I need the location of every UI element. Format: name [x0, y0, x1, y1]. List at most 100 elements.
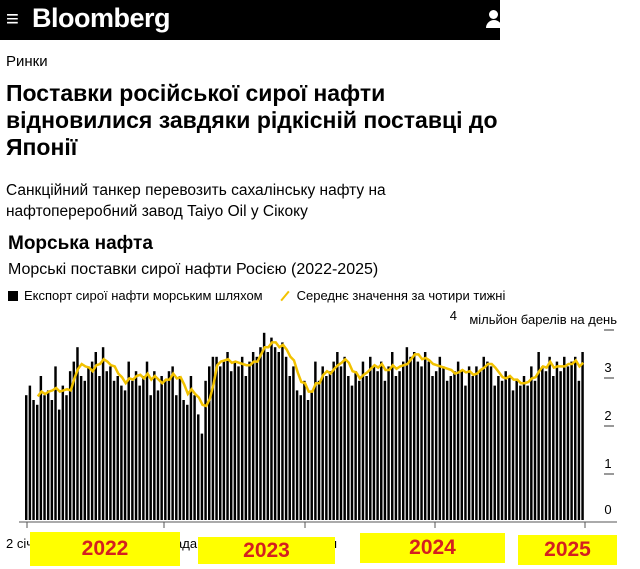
bar	[548, 356, 551, 520]
bar	[284, 356, 288, 520]
bar	[167, 371, 171, 520]
bar	[186, 404, 189, 520]
bar	[178, 376, 182, 520]
bar	[482, 356, 485, 520]
section-label[interactable]: Ринки	[6, 53, 48, 70]
bar	[456, 361, 460, 520]
bar	[347, 376, 350, 520]
bar	[112, 380, 116, 520]
bar	[453, 371, 456, 520]
bar	[72, 361, 76, 520]
bar	[339, 366, 343, 520]
bar	[131, 380, 134, 520]
bar	[25, 395, 28, 520]
bar	[46, 390, 50, 520]
bar	[259, 347, 262, 520]
bar	[387, 366, 390, 520]
y-tick-label: 3	[604, 360, 611, 375]
bloomberg-logo[interactable]: Bloomberg	[32, 3, 171, 33]
headline: Поставки російської сирої нафти відновил…	[6, 80, 498, 160]
bar	[336, 352, 339, 520]
bar	[28, 385, 32, 520]
bar	[544, 371, 548, 520]
bar	[383, 380, 387, 520]
bar	[189, 376, 193, 520]
bar	[244, 376, 248, 520]
legend-bars: Експорт сирої нафти морським шляхом	[24, 288, 263, 303]
bar	[164, 380, 167, 520]
bar	[398, 371, 401, 520]
bar	[156, 390, 160, 520]
bar	[552, 376, 555, 520]
bar	[295, 390, 299, 520]
bar	[314, 361, 317, 520]
bar	[251, 352, 255, 520]
bar	[116, 376, 119, 520]
bar	[416, 361, 420, 520]
year-label-2024: 2024	[360, 533, 505, 563]
bar	[522, 376, 526, 520]
chart-legend: Експорт сирої нафти морським шляхом Сере…	[8, 288, 505, 303]
x-tick-label: 2 січ	[6, 536, 33, 551]
bar	[94, 352, 98, 520]
bar	[508, 376, 511, 520]
bar	[460, 371, 464, 520]
bar	[537, 352, 540, 520]
bar	[317, 380, 321, 520]
bar	[526, 385, 529, 520]
bar	[412, 352, 416, 520]
bar	[369, 356, 372, 520]
top-bar: ≡ Bloomberg	[0, 0, 500, 40]
bar	[292, 366, 295, 520]
bar	[215, 356, 218, 520]
bar	[182, 400, 185, 520]
bar	[563, 356, 566, 520]
bar	[68, 371, 72, 520]
bar	[142, 376, 145, 520]
bar	[380, 361, 383, 520]
bar	[43, 395, 46, 520]
y-axis-label: мільйон барелів на день	[469, 312, 617, 327]
user-icon[interactable]	[486, 6, 500, 34]
bar	[427, 361, 431, 520]
bar	[237, 366, 240, 520]
year-label-2025: 2025	[518, 535, 617, 565]
year-label-2023: 2023	[198, 537, 335, 564]
bar	[442, 366, 445, 520]
bar	[233, 361, 237, 520]
y-tick-label: 4	[450, 308, 457, 323]
bar	[109, 366, 112, 520]
bar	[328, 371, 332, 520]
bar	[577, 380, 581, 520]
bar	[581, 352, 584, 520]
bar	[57, 409, 61, 520]
bar	[54, 366, 57, 520]
bar	[350, 385, 354, 520]
bar	[138, 385, 141, 520]
hamburger-icon[interactable]: ≡	[6, 6, 19, 31]
bar	[303, 380, 306, 520]
bar	[153, 371, 156, 520]
bar	[281, 342, 284, 520]
bar	[325, 376, 328, 520]
bar	[229, 371, 233, 520]
bar	[405, 347, 409, 520]
bar	[423, 352, 427, 520]
y-tick-label: 0	[604, 502, 611, 517]
x-tick-label: ада	[175, 536, 198, 551]
bar	[306, 400, 310, 520]
bar	[270, 337, 273, 520]
bar	[134, 371, 138, 520]
bar	[98, 376, 101, 520]
y-tick-label: 1	[604, 456, 611, 471]
bar	[497, 376, 500, 520]
bar	[566, 366, 570, 520]
bar	[226, 352, 229, 520]
bar	[193, 395, 196, 520]
bar	[222, 361, 226, 520]
bar	[321, 366, 324, 520]
bar	[101, 347, 105, 520]
bar	[478, 371, 482, 520]
y-tick-label: 2	[604, 408, 611, 423]
